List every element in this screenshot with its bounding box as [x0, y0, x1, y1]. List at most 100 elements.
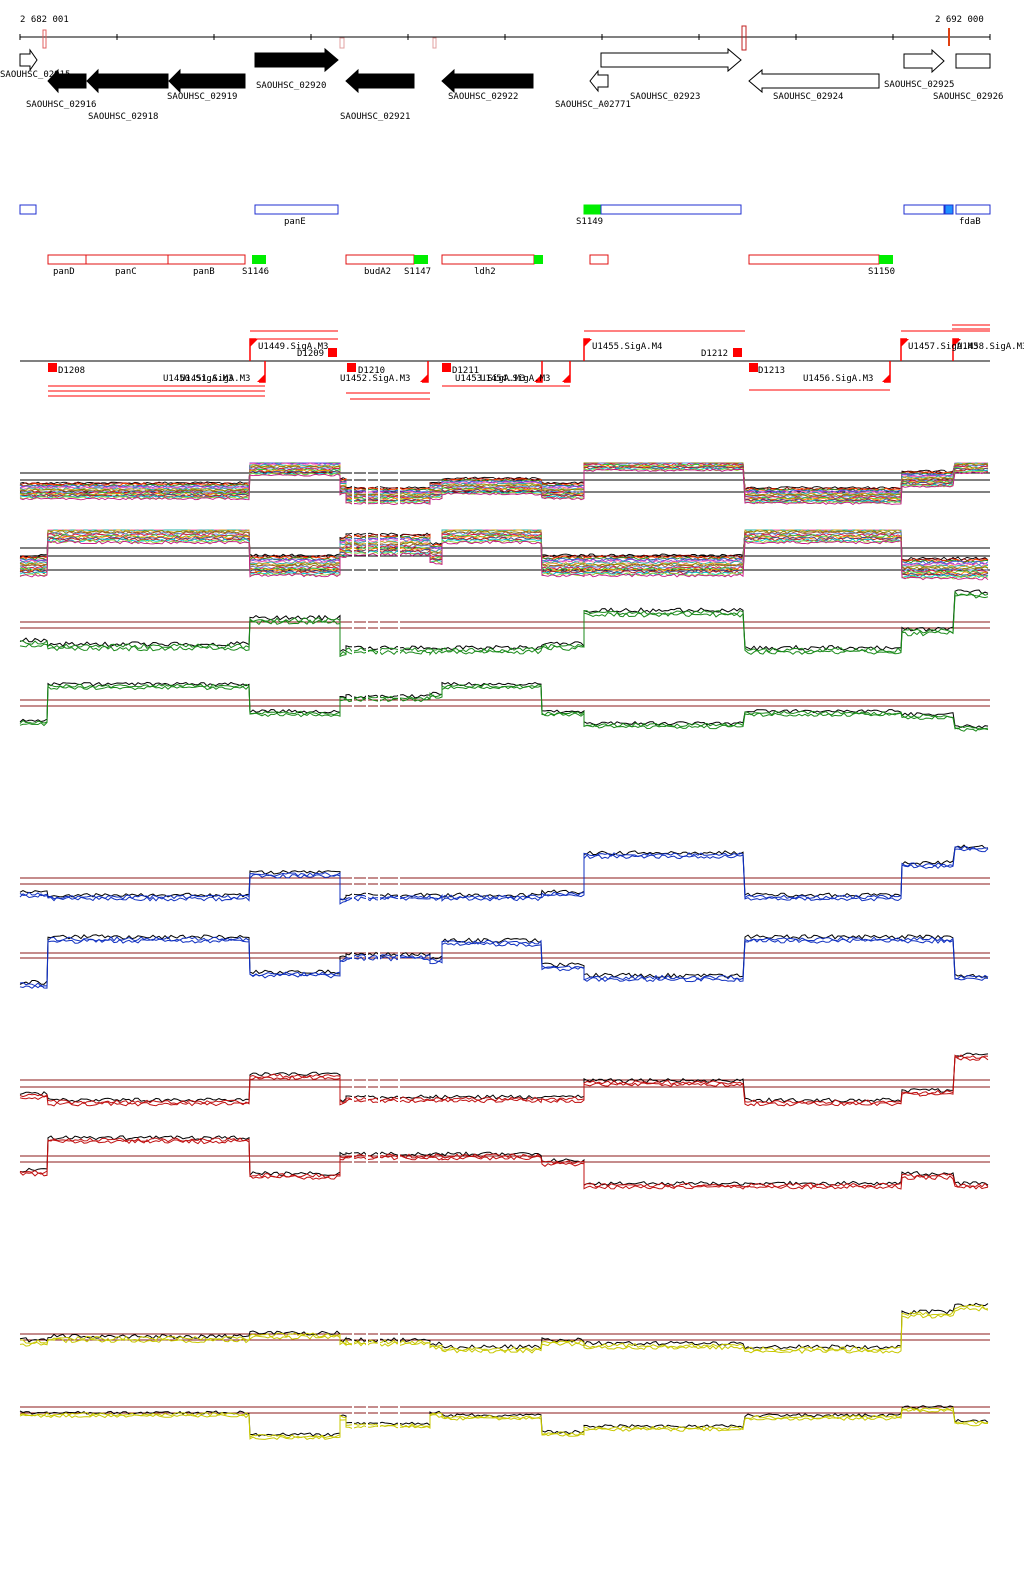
tu-label[interactable]: U1457.SigA.M3 — [908, 342, 978, 352]
tu-label[interactable]: U1458.SigA.M3 — [957, 342, 1024, 352]
expression-track — [19, 589, 990, 665]
gap-mark — [352, 845, 354, 910]
tu-label[interactable]: D1212 — [701, 349, 728, 359]
gene-arrow[interactable] — [748, 68, 880, 94]
feature-box[interactable] — [903, 204, 945, 215]
gene-label: SAOUHSC_02920 — [256, 81, 326, 91]
expression-track — [19, 680, 990, 740]
feature-box[interactable] — [955, 204, 991, 215]
gap-mark — [366, 1050, 368, 1115]
tu-label[interactable]: D1211 — [452, 366, 479, 376]
feature-label: panE — [284, 217, 306, 227]
tu-label[interactable]: U1452.SigA.M3 — [340, 374, 410, 384]
expression-track — [19, 1395, 990, 1450]
tu-label[interactable]: D1210 — [358, 366, 385, 376]
ruler-marker — [741, 25, 747, 51]
gap-mark — [378, 1300, 380, 1370]
expression-line — [19, 1054, 989, 1105]
expression-track — [19, 1130, 990, 1195]
expression-line — [19, 539, 989, 580]
gene-label: SAOUHSC_02919 — [167, 92, 237, 102]
feature-box[interactable] — [600, 204, 742, 215]
feature-label: ldh2 — [474, 267, 496, 277]
expression-line — [19, 538, 989, 579]
expression-line — [19, 681, 989, 729]
gap-mark — [398, 1300, 400, 1370]
gene-arrow[interactable] — [19, 48, 38, 72]
gene-label: SAOUHSC_02922 — [448, 92, 518, 102]
tu-label[interactable]: U1450.SigA.M3 — [163, 374, 233, 384]
gene-arrow[interactable] — [86, 68, 169, 94]
feature-box[interactable] — [167, 254, 246, 265]
gene-arrow[interactable] — [903, 48, 945, 74]
tu-label[interactable]: U1455.SigA.M4 — [592, 342, 662, 352]
tu-label[interactable]: U1449.SigA.M3 — [258, 342, 328, 352]
feature-label: panD — [53, 267, 75, 277]
expression-line — [19, 1055, 989, 1107]
feature-box[interactable] — [589, 254, 609, 265]
feature-box[interactable] — [47, 254, 87, 265]
expression-line — [19, 683, 989, 731]
feature-box[interactable] — [19, 204, 37, 215]
feature-label: S1150 — [868, 267, 895, 277]
gap-mark — [366, 463, 368, 510]
feature-label: S1146 — [242, 267, 269, 277]
gap-mark — [398, 680, 400, 740]
gene-box[interactable] — [955, 53, 991, 69]
gap-mark — [352, 925, 354, 995]
green-box[interactable] — [583, 204, 601, 215]
tu-label[interactable]: U1451.SigA.M3 — [180, 374, 250, 384]
gap-marks — [352, 925, 400, 995]
gene-arrow[interactable] — [345, 68, 415, 94]
gene-label: SAOUHSC_02924 — [773, 92, 843, 102]
feature-box[interactable] — [944, 204, 954, 215]
expression-line — [19, 593, 989, 658]
expression-line — [19, 537, 989, 578]
green-box[interactable] — [534, 255, 543, 264]
gene-track: SAOUHSC_02915 SAOUHSC_02916 SAOUHSC_0291… — [0, 47, 1003, 122]
gene-arrow[interactable] — [47, 68, 87, 94]
tu-label[interactable]: U1454.SigA.M3 — [480, 374, 550, 384]
gene-arrow[interactable] — [600, 47, 742, 73]
feature-box[interactable] — [254, 204, 339, 215]
green-box[interactable] — [252, 255, 266, 264]
gene-arrow[interactable] — [589, 69, 609, 93]
gap-mark — [398, 1130, 400, 1195]
gap-marks — [352, 1130, 400, 1195]
gap-mark — [378, 1395, 380, 1450]
expression-line — [19, 1405, 989, 1437]
expression-track — [19, 925, 990, 995]
coordinate-ruler: 2 682 001 2 692 000 — [19, 15, 991, 51]
ruler-marker — [339, 37, 345, 49]
feature-label: panC — [115, 267, 137, 277]
expression-line — [19, 1306, 989, 1354]
tu-label[interactable]: D1208 — [58, 366, 85, 376]
expression-line — [19, 466, 989, 503]
feature-box[interactable] — [441, 254, 535, 265]
gene-arrow[interactable] — [168, 68, 246, 94]
expression-line — [19, 1052, 989, 1103]
gap-mark — [398, 845, 400, 910]
tu-label[interactable]: D1209 — [297, 349, 324, 359]
gene-label: SAOUHSC_02926 — [933, 92, 1003, 102]
green-box[interactable] — [414, 255, 428, 264]
gap-mark — [398, 590, 400, 665]
gene-arrow[interactable] — [441, 68, 534, 94]
expression-line — [19, 532, 989, 573]
gap-marks — [352, 845, 400, 910]
ruler-end-label: 2 692 000 — [935, 15, 984, 25]
gap-mark — [378, 1130, 380, 1195]
gap-marks — [352, 530, 400, 590]
expression-track — [19, 1050, 990, 1115]
green-box[interactable] — [879, 255, 893, 264]
tu-label[interactable]: U1456.SigA.M3 — [803, 374, 873, 384]
tu-label[interactable]: U1453.SigA.M3 — [455, 374, 525, 384]
tu-label[interactable]: D1213 — [758, 366, 785, 376]
expression-line — [19, 529, 989, 569]
feature-box[interactable] — [748, 254, 880, 265]
feature-box[interactable] — [85, 254, 169, 265]
gap-marks — [352, 680, 400, 740]
gene-arrow[interactable] — [254, 47, 339, 73]
feature-box[interactable] — [345, 254, 415, 265]
